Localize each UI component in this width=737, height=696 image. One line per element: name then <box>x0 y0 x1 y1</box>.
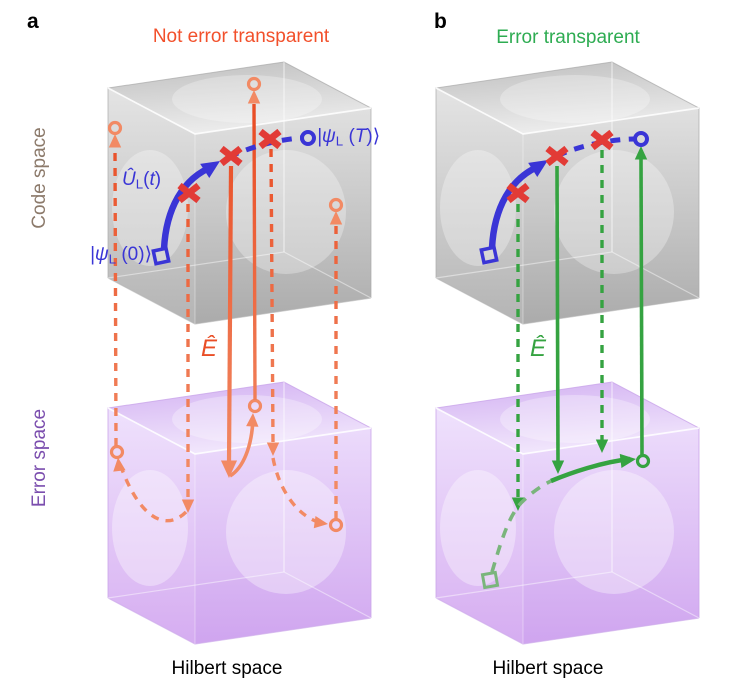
paren: ) <box>154 169 162 190</box>
panel-a-error-arrows <box>107 76 344 533</box>
paren: ( <box>343 126 355 147</box>
time-variable: T <box>354 126 367 147</box>
psi-symbol: |ψ <box>89 244 109 265</box>
final-state-circle-b <box>633 131 649 147</box>
error-space-start-square <box>480 570 500 590</box>
error-space-axis-label: Error space <box>29 408 50 508</box>
panel-b-title: Error transparent <box>496 27 640 48</box>
logical-subscript: L <box>108 251 117 267</box>
panel-b-tag: b <box>434 10 447 33</box>
initial-state-square-b <box>479 245 499 265</box>
panel-b-error-arrows <box>480 146 651 590</box>
final-state-circle-a <box>300 130 316 146</box>
error-operator-label-a: Ê <box>200 335 217 362</box>
code-space-cube-a <box>107 61 372 325</box>
psi-symbol: |ψ <box>317 126 336 147</box>
hilbert-space-label-b: Hilbert space <box>492 658 604 679</box>
initial-state-square-a <box>151 246 171 266</box>
logical-subscript: L <box>135 176 144 192</box>
propagator-label: ÛL(t) <box>122 169 161 191</box>
ket-close: )⟩ <box>366 126 381 147</box>
panel-a-tag: a <box>27 10 39 33</box>
ket-argument: (0)⟩ <box>116 244 152 265</box>
u-hat-symbol: Û <box>122 169 136 190</box>
code-space-axis-label: Code space <box>29 127 50 229</box>
code-space-cube-b <box>435 61 700 325</box>
final-state-label: |ψL (T)⟩ <box>317 125 380 148</box>
error-operator-label-b: Ê <box>529 335 546 362</box>
hilbert-space-label-a: Hilbert space <box>171 658 283 679</box>
logical-subscript: L <box>335 133 344 149</box>
paren: ( <box>143 169 150 190</box>
error-space-cube-a <box>107 381 372 645</box>
panel-a-title: Not error transparent <box>152 26 330 47</box>
initial-state-label: |ψL (0)⟩ <box>55 243 152 266</box>
time-variable: t <box>149 169 155 190</box>
error-space-cube-b <box>435 381 700 645</box>
